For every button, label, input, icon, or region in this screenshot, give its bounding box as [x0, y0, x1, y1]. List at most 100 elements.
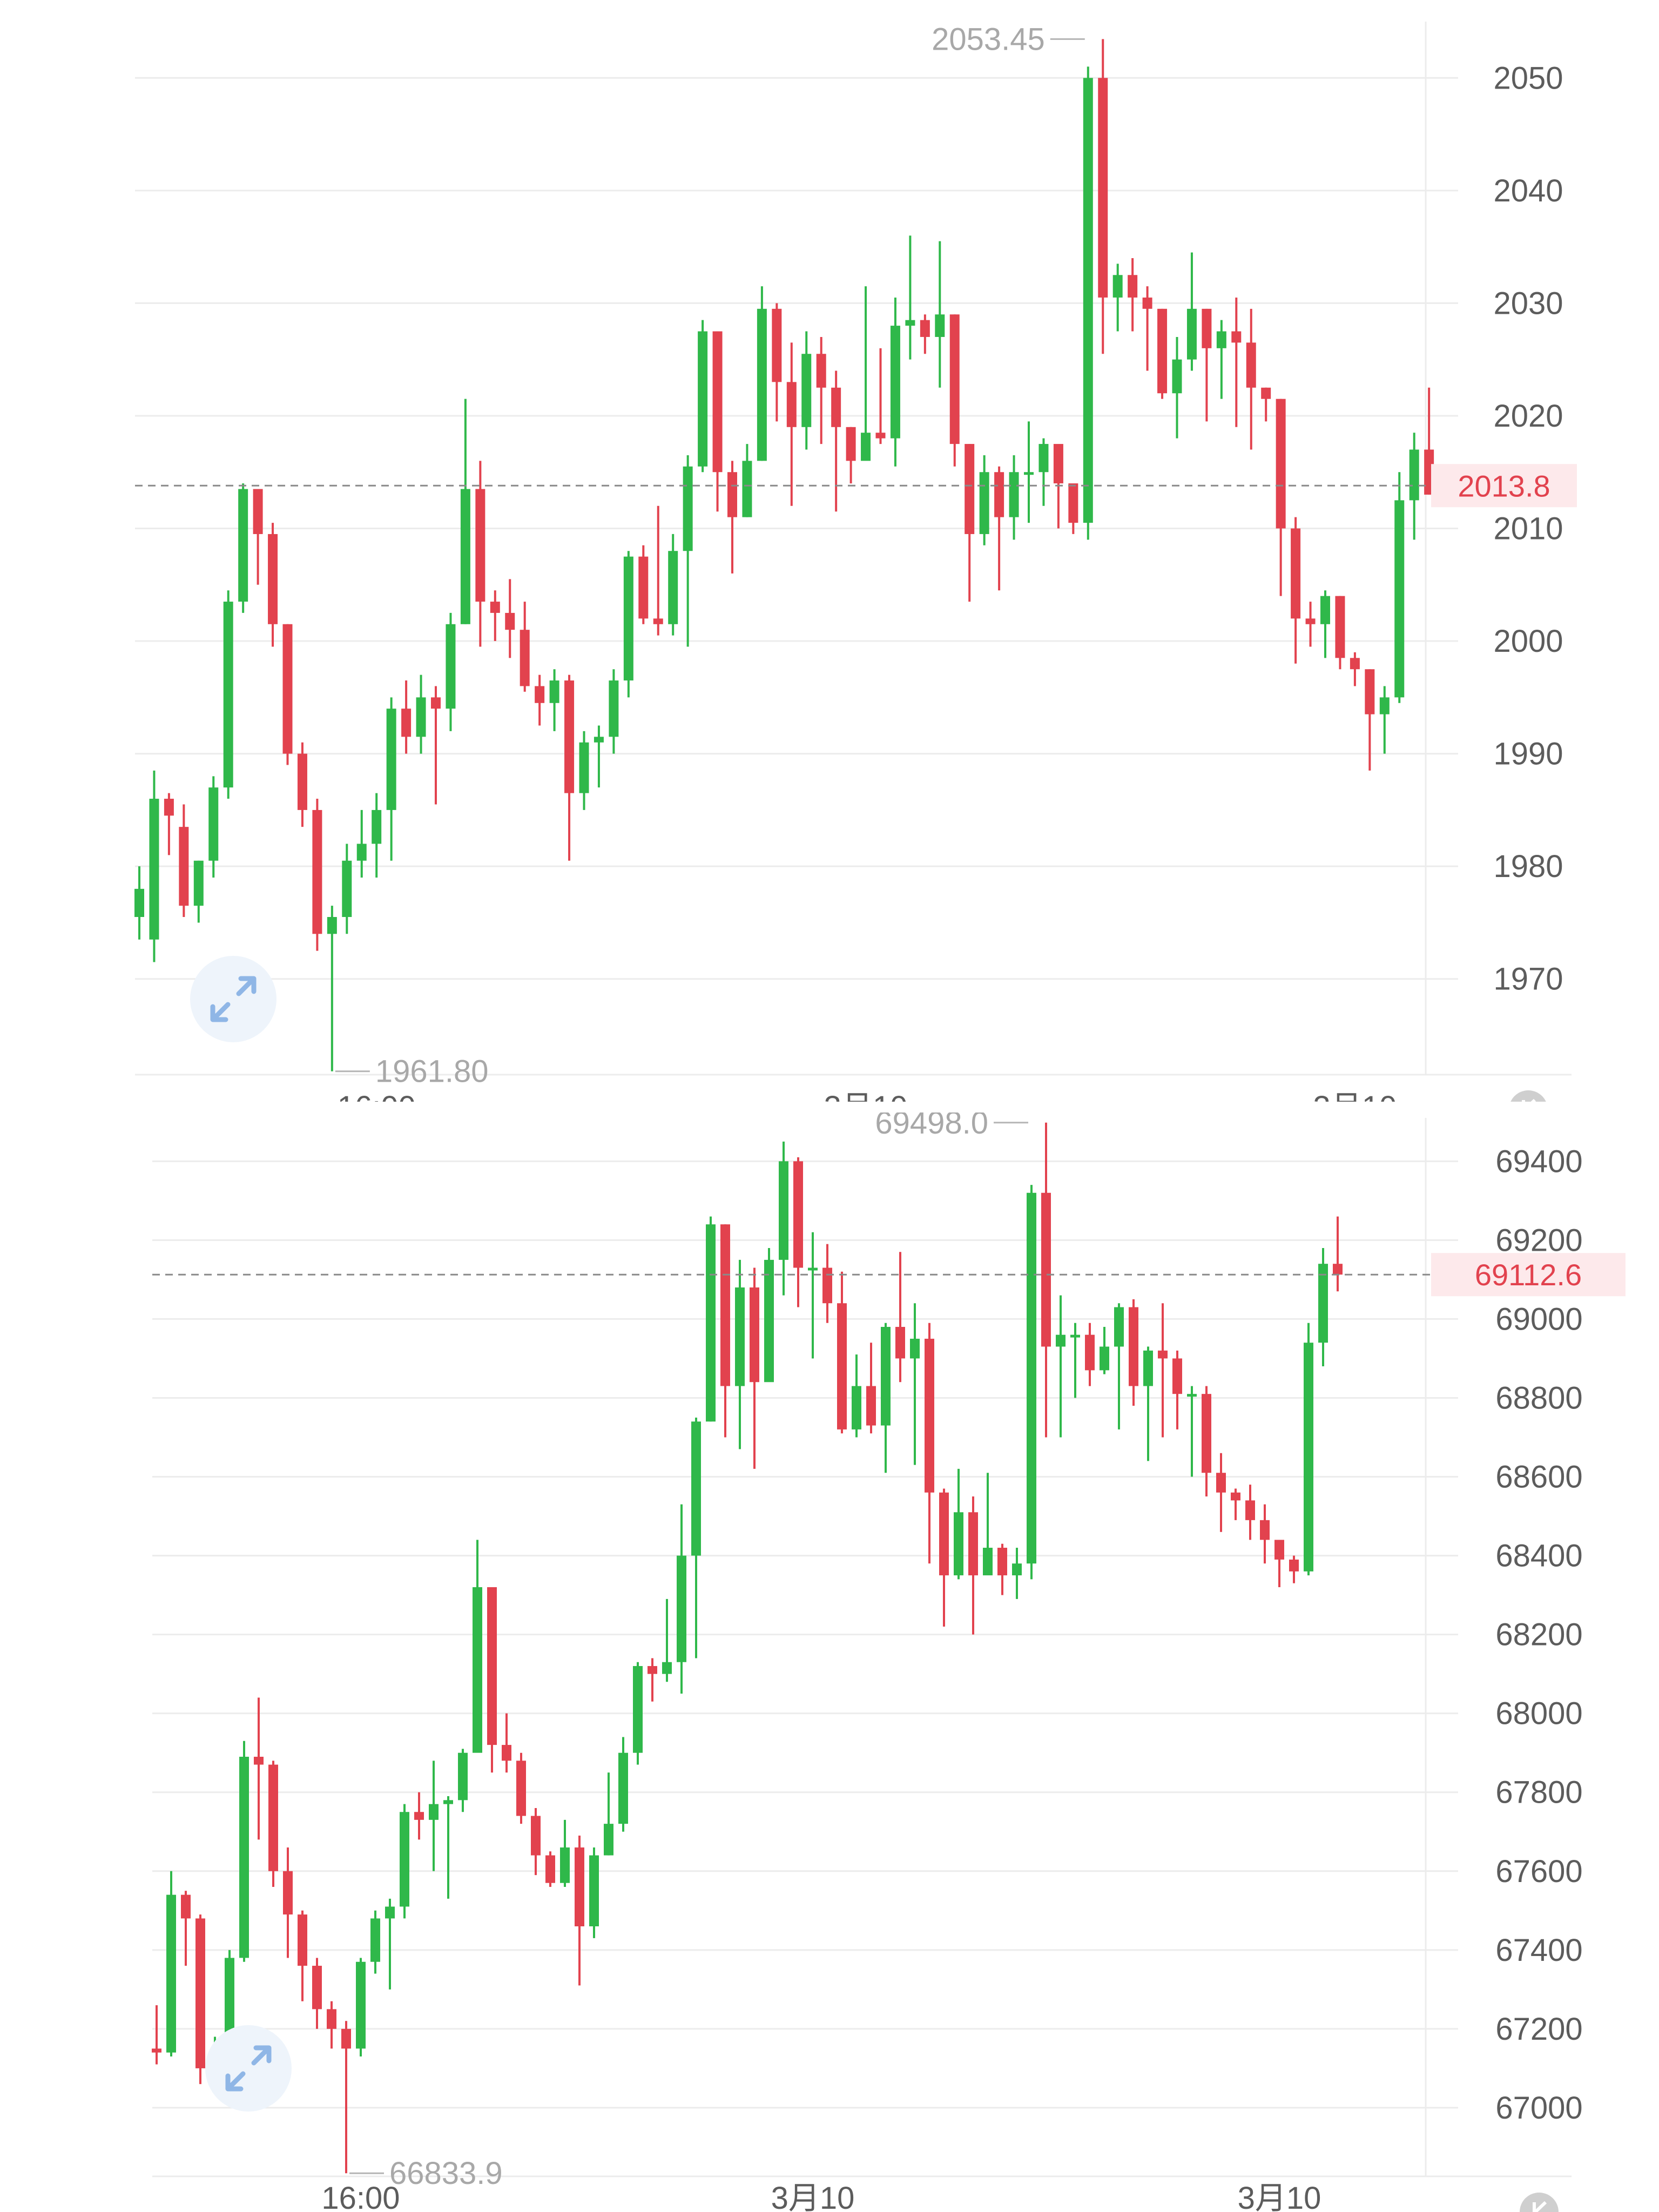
candle-down[interactable] — [520, 602, 530, 692]
candle-down[interactable] — [327, 2001, 336, 2049]
candle-down[interactable] — [1041, 1122, 1051, 1438]
candle-down[interactable] — [268, 523, 278, 647]
candle-down[interactable] — [846, 427, 856, 484]
candle-up[interactable] — [370, 1910, 380, 1974]
candle-down[interactable] — [793, 1157, 803, 1307]
candle-down[interactable] — [1289, 1555, 1299, 1583]
candle-up[interactable] — [1318, 1247, 1328, 1367]
candle-up[interactable] — [1379, 686, 1390, 754]
candle-down[interactable] — [1245, 1485, 1255, 1540]
candle-up[interactable] — [698, 320, 708, 473]
candle-down[interactable] — [1129, 1299, 1138, 1406]
candle-up[interactable] — [1172, 336, 1182, 439]
candle-up[interactable] — [983, 1473, 993, 1576]
candle-up[interactable] — [386, 697, 396, 861]
candle-down[interactable] — [822, 1244, 832, 1323]
candle-down[interactable] — [253, 489, 263, 585]
candle-down[interactable] — [164, 793, 174, 855]
candle-up[interactable] — [1114, 1303, 1124, 1429]
candle-down[interactable] — [997, 1543, 1007, 1595]
candle-down[interactable] — [750, 1267, 759, 1469]
candle-up[interactable] — [443, 1796, 453, 1899]
candle-down[interactable] — [152, 2005, 161, 2065]
candle-down[interactable] — [298, 1910, 307, 2001]
candle-up[interactable] — [735, 1259, 745, 1449]
candle-up[interactable] — [1012, 1547, 1022, 1599]
candle-down[interactable] — [1261, 387, 1271, 422]
candle-up[interactable] — [579, 731, 589, 810]
candle-down[interactable] — [1142, 286, 1152, 371]
candle-up[interactable] — [852, 1354, 861, 1438]
candle-up[interactable] — [683, 455, 693, 647]
candle-down[interactable] — [772, 303, 782, 422]
candle-down[interactable] — [1276, 399, 1286, 596]
candle-down[interactable] — [535, 675, 545, 726]
candle-down[interactable] — [1085, 1323, 1095, 1386]
candle-up[interactable] — [633, 1662, 643, 1765]
candle-down[interactable] — [1335, 596, 1345, 670]
candle-down[interactable] — [545, 1851, 555, 1887]
candle-down[interactable] — [1068, 483, 1078, 534]
candle-down[interactable] — [1333, 1216, 1343, 1292]
candle-down[interactable] — [254, 1697, 264, 1840]
candle-down[interactable] — [727, 461, 737, 574]
candle-up[interactable] — [416, 675, 426, 754]
candle-up[interactable] — [779, 1141, 788, 1296]
candle-up[interactable] — [594, 725, 604, 788]
candle-up[interactable] — [1100, 1327, 1109, 1374]
candle-down[interactable] — [837, 1271, 847, 1434]
candle-up[interactable] — [1320, 590, 1330, 658]
candle-up[interactable] — [757, 286, 767, 461]
candle-up[interactable] — [662, 1599, 672, 1682]
candle-up[interactable] — [1187, 1386, 1197, 1477]
candle-down[interactable] — [712, 331, 723, 512]
candle-up[interactable] — [691, 1417, 701, 1658]
candle-down[interactable] — [968, 1496, 978, 1635]
candle-down[interactable] — [502, 1713, 511, 1773]
candle-up[interactable] — [1186, 252, 1197, 371]
candle-down[interactable] — [925, 1323, 934, 1564]
candle-down[interactable] — [1157, 308, 1168, 399]
candle-up[interactable] — [1027, 1185, 1036, 1580]
candle-down[interactable] — [1172, 1350, 1182, 1429]
expand-chart-button[interactable] — [190, 956, 276, 1042]
candle-up[interactable] — [327, 906, 337, 1071]
candle-up[interactable] — [134, 866, 144, 940]
candle-up[interactable] — [1038, 438, 1049, 506]
candle-up[interactable] — [460, 399, 470, 624]
candle-down[interactable] — [1350, 652, 1360, 686]
candle-down[interactable] — [475, 461, 485, 647]
candle-down[interactable] — [312, 1958, 322, 2029]
candle-up[interactable] — [193, 860, 204, 923]
candle-up[interactable] — [223, 590, 233, 799]
candle-up[interactable] — [385, 1898, 395, 1990]
candle-down[interactable] — [401, 680, 412, 754]
candle-down[interactable] — [431, 686, 441, 805]
candle-down[interactable] — [181, 1891, 191, 1966]
candle-down[interactable] — [875, 348, 886, 444]
candle-up[interactable] — [604, 1772, 613, 1856]
candle-down[interactable] — [297, 742, 307, 827]
candle-down[interactable] — [575, 1836, 584, 1986]
candle-down[interactable] — [895, 1252, 905, 1382]
candle-down[interactable] — [1053, 444, 1063, 529]
candle-up[interactable] — [560, 1819, 570, 1887]
k-badge-icon[interactable] — [1509, 1090, 1548, 1102]
candle-down[interactable] — [1216, 1453, 1226, 1532]
candle-down[interactable] — [939, 1488, 949, 1627]
candle-up[interactable] — [979, 455, 989, 545]
candle-up[interactable] — [166, 1871, 176, 2057]
candle-up[interactable] — [618, 1737, 628, 1832]
candle-up[interactable] — [400, 1804, 409, 1919]
candle-down[interactable] — [1305, 602, 1316, 647]
candle-up[interactable] — [861, 286, 871, 461]
candle-down[interactable] — [1231, 1488, 1240, 1520]
candle-up[interactable] — [446, 612, 456, 731]
candle-down[interactable] — [564, 675, 575, 861]
candle-down[interactable] — [487, 1587, 497, 1773]
candle-down[interactable] — [831, 370, 841, 512]
candle-up[interactable] — [881, 1323, 891, 1473]
candle-up[interactable] — [742, 444, 752, 517]
candle-up[interactable] — [1056, 1295, 1065, 1438]
candle-up[interactable] — [1083, 66, 1093, 540]
